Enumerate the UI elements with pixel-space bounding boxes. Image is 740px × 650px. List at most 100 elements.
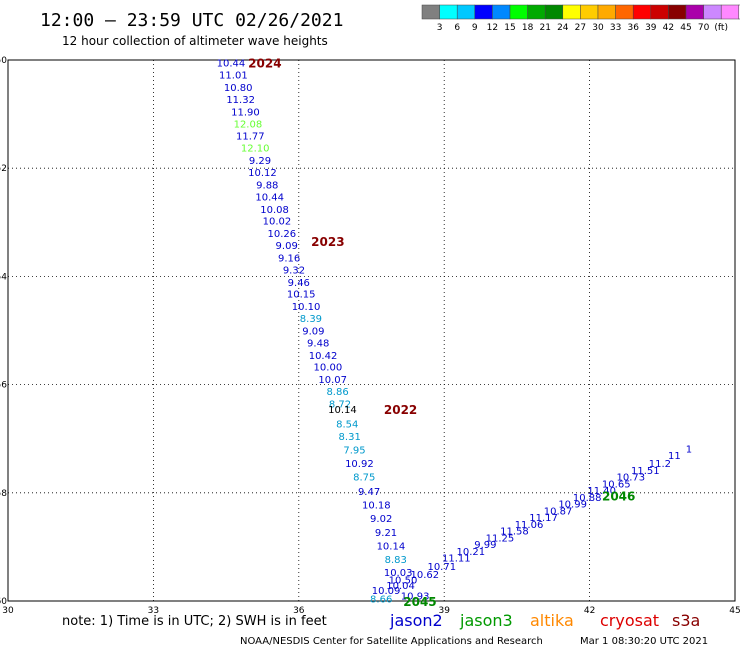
legend-swatch — [597, 4, 616, 20]
legend-swatch — [615, 4, 634, 20]
cycle-label: 2045 — [403, 595, 436, 609]
wave-height-value: 8.31 — [339, 432, 361, 443]
wave-height-value: 9.99 — [474, 540, 496, 551]
legend-swatch — [720, 4, 740, 20]
legend-swatch — [456, 4, 476, 20]
legend-swatch — [685, 4, 704, 20]
wave-height-value: 8.83 — [385, 555, 407, 566]
wave-height-value: 10.12 — [248, 168, 277, 179]
wave-height-value: 12.10 — [241, 144, 270, 155]
wave-height-value: 9.88 — [256, 180, 278, 191]
y-tick-label: -54 — [0, 272, 7, 282]
wave-height-value: 10.62 — [410, 570, 439, 581]
wave-height-value: 10.87 — [544, 507, 573, 518]
page-subtitle: 12 hour collection of altimeter wave hei… — [62, 34, 328, 48]
wave-height-value: 9.02 — [370, 514, 392, 525]
legend-label: 3 — [437, 23, 443, 33]
wave-height-value: 10.80 — [224, 83, 253, 94]
wave-height-value: 10.14 — [328, 405, 357, 416]
wave-height-value: 9.16 — [278, 253, 300, 264]
legend-label: (ft) — [714, 23, 728, 33]
wave-height-value: 9.32 — [283, 265, 305, 276]
cycle-label: 2024 — [248, 57, 281, 71]
y-tick-label: -56 — [0, 381, 7, 391]
wave-height-value: 10.18 — [362, 501, 391, 512]
legend-label: 27 — [575, 23, 586, 33]
x-tick-label: 36 — [293, 606, 305, 616]
wave-height-value: 10.09 — [372, 586, 401, 597]
legend-swatch — [738, 4, 740, 20]
wave-height-value: 8.54 — [336, 420, 358, 431]
wave-height-value: 10.50 — [389, 575, 418, 586]
wave-height-value: 10.73 — [616, 473, 645, 484]
wave-height-value: 10.08 — [260, 205, 289, 216]
wave-height-value: 10.00 — [314, 363, 343, 374]
wave-height-value: 10.93 — [401, 592, 430, 603]
y-tick-label: -52 — [0, 164, 7, 174]
legend-swatch — [439, 4, 458, 20]
satellite-name: altika — [530, 611, 574, 630]
wave-height-value: 8.66 — [370, 594, 392, 605]
legend-swatch — [562, 4, 581, 20]
wave-height-value: 11.01 — [219, 71, 248, 82]
wave-height-value: 9.46 — [288, 278, 310, 289]
legend-label: 24 — [557, 23, 569, 33]
legend-label: 33 — [610, 23, 621, 33]
wave-height-value: 10.26 — [268, 229, 297, 240]
cycle-labels: 2024 2023 2022 2046 2045 — [248, 57, 635, 609]
wave-height-value: 11.40 — [587, 486, 616, 497]
legend-label: 45 — [680, 23, 691, 33]
satellite-name: s3a — [672, 611, 700, 630]
wave-height-value: 10.14 — [377, 541, 406, 552]
wave-height-value: 10.10 — [292, 302, 321, 313]
legend-label: 36 — [627, 23, 639, 33]
wave-height-value: 11 — [668, 451, 681, 462]
legend-swatch — [492, 4, 511, 20]
x-tick-label: 33 — [148, 606, 159, 616]
wave-height-value: 7.95 — [343, 446, 365, 457]
legend-label: 9 — [472, 23, 478, 33]
legend-swatch — [632, 4, 652, 20]
legend-swatch — [421, 4, 440, 20]
footer-credit: NOAA/NESDIS Center for Satellite Applica… — [240, 636, 543, 647]
wave-height-value: 10.71 — [427, 562, 456, 573]
legend-label: 6 — [454, 23, 460, 33]
wave-height-value: 11.90 — [231, 107, 260, 118]
x-tick-label: 30 — [2, 606, 14, 616]
wave-height-value: 9.47 — [358, 487, 380, 498]
legend-label: 42 — [663, 23, 674, 33]
legend-label: 70 — [698, 23, 710, 33]
wave-points: 10.4411.0110.8011.3211.9012.0811.7712.10… — [217, 59, 693, 606]
legend-swatch — [509, 4, 528, 20]
wave-height-value: 11.25 — [486, 534, 515, 545]
cycle-label: 2046 — [602, 490, 635, 504]
wave-height-value: 11.06 — [515, 520, 544, 531]
legend-swatch — [474, 4, 493, 20]
wave-height-value: 10.44 — [217, 59, 246, 70]
x-tick-label: 45 — [729, 606, 740, 616]
wave-height-value: 10.92 — [345, 459, 374, 470]
cycle-label: 2022 — [384, 403, 417, 417]
wave-height-value: 11.2 — [649, 459, 671, 470]
wave-height-value: 11.32 — [226, 95, 255, 106]
legend-label: 39 — [645, 23, 657, 33]
wave-height-value: 8.39 — [300, 314, 322, 325]
legend-label: 12 — [487, 23, 498, 33]
satellite-name: jason3 — [459, 611, 513, 630]
wave-height-value: 10.42 — [309, 351, 338, 362]
satellite-name: jason2 — [389, 611, 443, 630]
legend-swatch — [527, 4, 546, 20]
wave-height-value: 12.08 — [234, 119, 263, 130]
wave-height-value: 10.07 — [318, 375, 347, 386]
wave-height-value: 10.04 — [386, 581, 415, 592]
legend-label: 18 — [522, 23, 534, 33]
satellite-name: cryosat — [600, 611, 659, 630]
legend-label: 15 — [504, 23, 515, 33]
wave-height-value: 11.17 — [529, 513, 558, 524]
satellite-legend: jason2 jason3 altika cryosat s3a — [389, 611, 700, 630]
wave-height-value: 10.44 — [255, 192, 284, 203]
wave-height-value: 10.02 — [263, 217, 292, 228]
wave-height-value: 9.48 — [307, 338, 329, 349]
legend-swatch — [703, 4, 722, 20]
